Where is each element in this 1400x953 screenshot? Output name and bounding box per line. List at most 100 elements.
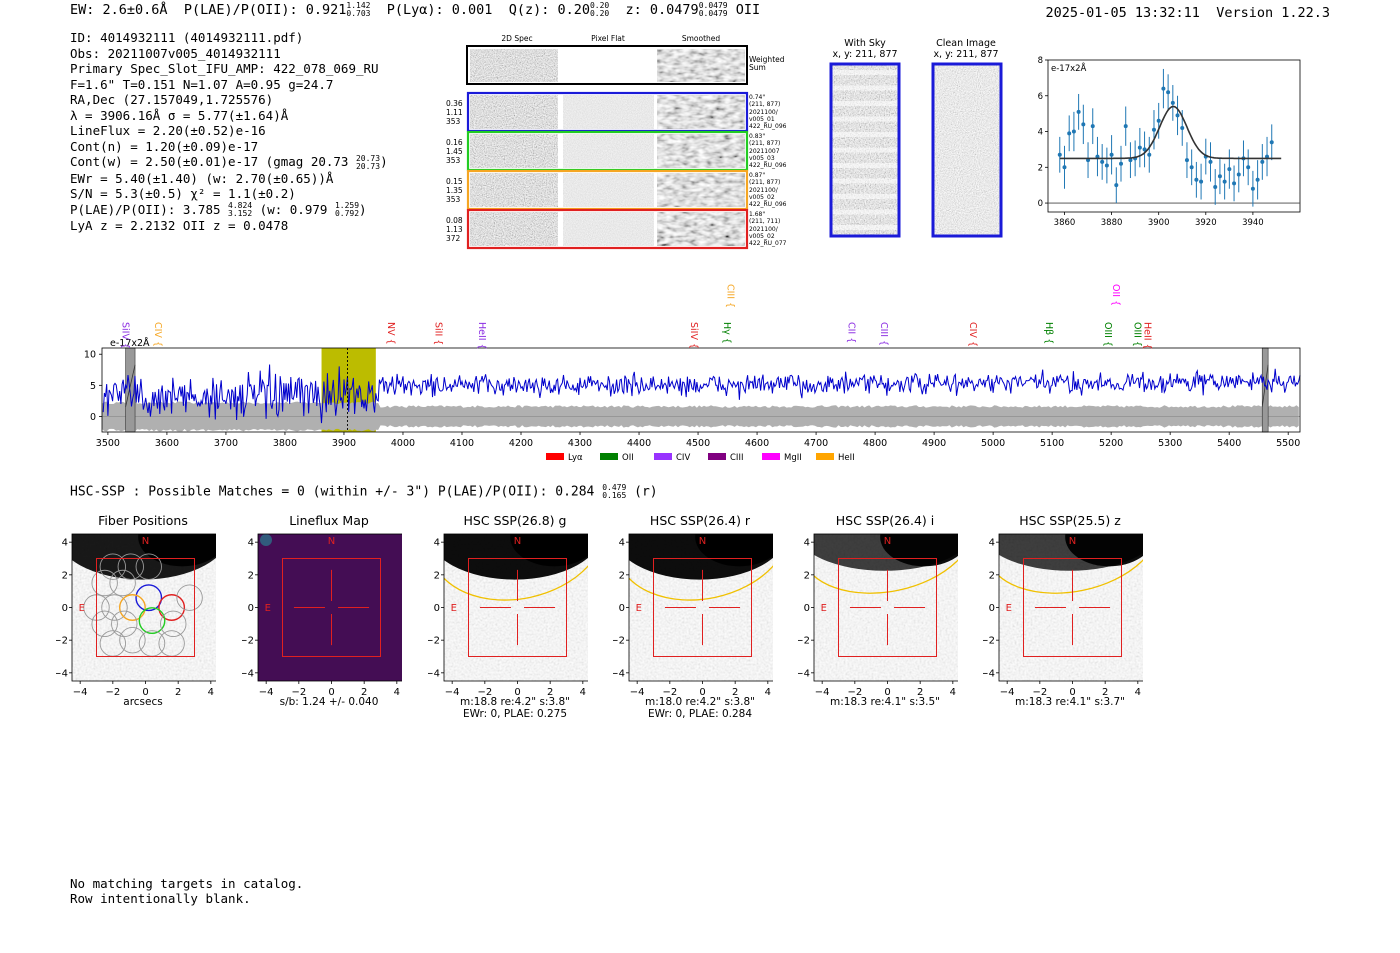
cutout-xtick-label: 0: [514, 687, 520, 698]
search-box: [653, 558, 752, 657]
info-contn: Cont(n) = 1.20(±0.09)e-17: [70, 138, 259, 154]
sky-band: [832, 101, 898, 106]
row-right-label: (211, 711): [749, 218, 781, 226]
header-summary: EW: 2.6±0.6Å P(LAE)/P(OII): 0.921 1.142 0.…: [70, 1, 760, 19]
info-plae-row: P(LAE)/P(OII): 3.785 4.824 3.152 (w: 0.97…: [70, 201, 367, 218]
sky-band: [832, 178, 898, 184]
cutout-ytick-label: 2: [434, 570, 440, 581]
fiber-circle: [91, 610, 118, 638]
header-qz-value: 0.20: [557, 2, 590, 18]
fit-point: [1255, 177, 1260, 182]
row-right-labels-2: 0.87" (211, 877) 2021100/v005_02 422_RU_096: [749, 172, 786, 208]
fit-point: [1189, 165, 1194, 170]
spec-legend-swatch: [546, 453, 564, 460]
clean-image-title: Clean Image: [936, 38, 996, 49]
row-right-label: v005_02: [749, 232, 775, 240]
spec-legend-swatch: [654, 453, 672, 460]
cutout-caption: arcsecs: [68, 696, 218, 708]
detection-info: ID: 4014932111 (4014932111.pdf) Obs: 202…: [70, 30, 388, 234]
cutout-caption: m:18.3 re:4.1" s:3.5": [810, 696, 960, 708]
row-left-label: 1.45: [446, 147, 463, 156]
cutout-xtick-label: 0: [1069, 687, 1075, 698]
fit-point: [1161, 86, 1166, 91]
cutout-ytick-label: −4: [428, 668, 440, 679]
row-right-label: 0.83": [749, 133, 766, 140]
fit-ytick-label: 0: [1038, 199, 1043, 209]
fit-point: [1076, 109, 1081, 114]
row-left-labels-0: 0.36 1.11 353: [446, 99, 463, 126]
cutout-caption: s/b: 1.24 +/- 0.040: [254, 696, 404, 708]
info-contw: Cont(w) = 2.50(±0.01)e-17 (gmag 20.73: [70, 154, 349, 169]
cutout-xtick-label: −4: [445, 687, 460, 698]
spec-xtick-label: 5400: [1217, 438, 1241, 449]
spec-ytick-label: 10: [84, 350, 96, 361]
north-label: N: [142, 536, 149, 547]
spec-xtick-label: 4900: [922, 438, 946, 449]
cutout-caption-line2: EWr: 0, PLAE: 0.275: [462, 708, 568, 720]
cutout-caption: m:18.8 re:4.2" s:3.8" EWr: 0, PLAE: 0.275: [440, 696, 590, 720]
header-meta: 2025-01-05 13:32:11 Version 1.22.3: [1046, 5, 1331, 21]
row-right-label: 422_RU_096: [749, 201, 787, 209]
cutout-image-svg: N E −4 −4 −2 −2 0 0 2 2 4 4: [983, 533, 1143, 698]
spec-ylabel: e-17x2Å: [110, 337, 150, 349]
header-qz-hi: 0.20: [589, 1, 610, 10]
cutout-ytick-label: 4: [804, 538, 810, 549]
spec-legend-label: Lyα: [568, 453, 583, 463]
spec-legend-swatch: [762, 453, 780, 460]
info-fits: F=1.6" T=0.151 N=1.07 A=0.95 g=24.7: [70, 76, 334, 92]
fit-point: [1246, 165, 1251, 170]
cutout-ytick-label: 2: [989, 570, 995, 581]
cutout-ytick-label: 2: [804, 570, 810, 581]
cutout-xtick-label: 4: [394, 687, 400, 698]
fiber-circle: [119, 626, 146, 654]
row-left-label: 353: [446, 156, 461, 165]
weighted-sum-label: Weighted Sum: [749, 55, 785, 72]
fit-point: [1151, 127, 1156, 132]
row-right-label: 0.74": [749, 94, 766, 101]
info-plae-w: (w: 0.979: [259, 201, 328, 217]
spec-line-label: SiIV {: [688, 322, 699, 349]
cutout-title: HSC SSP(26.8) g: [463, 513, 567, 528]
cutout-ytick-label: 0: [62, 603, 68, 614]
header-plya: P(Lyα): 0.001: [386, 2, 493, 18]
cutout-xtick-label: −2: [477, 687, 492, 698]
fit-point: [1119, 161, 1124, 166]
cutout-ytick-label: 0: [989, 603, 995, 614]
spec-legend-label: CIV: [676, 453, 690, 463]
fiber-circle: [99, 553, 127, 580]
cutout-image-svg: N E −4 −4 −2 −2 0 0 2 2 4 4: [242, 533, 402, 698]
hsc-line: HSC-SSP : Possible Matches = 0 (within +…: [70, 484, 595, 500]
aperture-ellipse: [629, 534, 773, 601]
with-sky-bands: [832, 70, 898, 230]
fiber-circle: [135, 553, 162, 580]
cutout-ytick-label: 4: [619, 538, 625, 549]
fit-point: [1208, 159, 1213, 164]
row-right-label: 422_RU_096: [749, 162, 787, 170]
cutout-ytick-label: 2: [62, 570, 68, 581]
row-right-label: 20211007: [749, 147, 780, 155]
east-label: E: [79, 603, 85, 614]
cutout-ytick-label: −4: [798, 668, 810, 679]
fit-point: [1260, 159, 1265, 164]
spec-legend-swatch: [816, 453, 834, 460]
row-right-label: v005_02: [749, 193, 775, 201]
cutout-ytick-label: −2: [428, 636, 440, 647]
spec-line-label: CIII {: [725, 284, 736, 308]
cutout-caption-line1: m:18.3 re:4.1" s:3.5": [830, 696, 940, 708]
cutout-image-svg: N E −4 −4 −2 −2 0 0 2 2 4 4: [56, 533, 216, 698]
row-left-label: 1.11: [446, 108, 463, 117]
cutout-xtick-label: −4: [815, 687, 830, 698]
cutout-ytick-label: 4: [62, 538, 68, 549]
cutout-xtick-label: 2: [1102, 687, 1108, 698]
row-left-labels-3: 0.08 1.13 372: [446, 216, 463, 243]
row-smoothed-2: [657, 173, 745, 207]
cutout-xtick-label: 0: [328, 687, 334, 698]
row-right-label: 0.87": [749, 172, 766, 179]
info-ewr: EWr = 5.40(±1.40) (w: 2.70(±0.65))Å: [70, 170, 334, 186]
cutout-caption: m:18.3 re:4.1" s:3.7": [995, 696, 1145, 708]
header-version: Version 1.22.3: [1216, 5, 1330, 21]
info-obs: Obs: 20211007v005_4014932111: [70, 45, 281, 61]
fit-point: [1222, 179, 1227, 184]
row-right-label: 422_RU_077: [749, 240, 787, 248]
info-plae-hi: 4.824: [228, 201, 253, 210]
